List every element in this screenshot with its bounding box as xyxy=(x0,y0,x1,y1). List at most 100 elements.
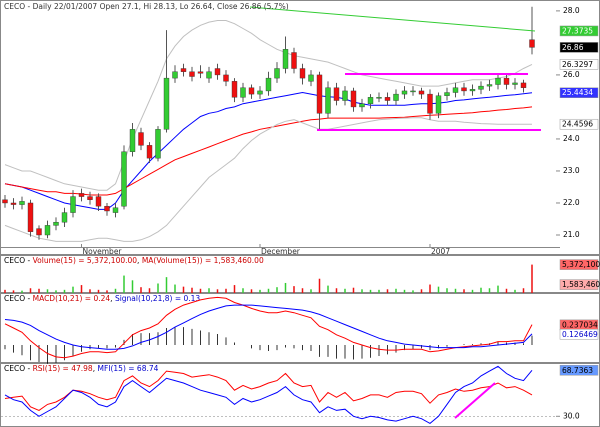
price-label-box xyxy=(559,59,599,70)
volume-bar xyxy=(182,286,185,293)
volume-bar xyxy=(63,289,66,293)
candle-body xyxy=(70,196,76,213)
volume-bar xyxy=(250,289,253,293)
volume-bar xyxy=(522,288,525,293)
candle-body xyxy=(257,90,263,95)
panel-title: CECO - RSI(15) = 47.98, MFI(15) = 68.74 xyxy=(4,364,159,373)
volume-bar xyxy=(157,283,159,293)
candle-body xyxy=(36,228,42,236)
price-label: 25.4434 xyxy=(562,88,593,97)
candle-body xyxy=(53,221,59,226)
volume-bar xyxy=(531,264,533,293)
candle-body xyxy=(299,68,306,79)
indicator-line xyxy=(4,20,533,191)
y-tick-label: 21.0 xyxy=(563,230,580,239)
candle-body xyxy=(282,49,289,69)
title-part: MFI(15) = 68.74 xyxy=(97,364,158,373)
title-part: Signal(10,21,8) = 0.13 xyxy=(115,294,200,303)
volume-bar xyxy=(284,282,287,293)
volume-bar xyxy=(225,288,227,293)
y-tick-label: 28.0 xyxy=(563,6,580,15)
volume-bar xyxy=(4,289,6,293)
volume-bar xyxy=(199,288,202,293)
y-tick-label: 22.0 xyxy=(563,198,580,207)
volume-bar xyxy=(327,285,329,293)
candle-body xyxy=(461,87,467,92)
candle-body xyxy=(435,95,442,114)
volume-bar xyxy=(293,286,295,293)
volume-bar xyxy=(242,288,244,293)
price-label: 1,583,460 xyxy=(562,280,600,289)
candle-body xyxy=(359,103,365,108)
price-label: 68.7363 xyxy=(562,366,593,375)
price-label: 27.3735 xyxy=(562,26,593,35)
candle-body xyxy=(401,90,408,95)
volume-bar xyxy=(216,289,219,293)
price-label: 5,372,100 xyxy=(562,260,600,269)
volume-bar xyxy=(454,288,457,293)
candle-body xyxy=(376,97,382,99)
volume-bar xyxy=(267,288,270,293)
volume-bar xyxy=(38,288,40,293)
volume-bar xyxy=(446,288,448,293)
candle-body xyxy=(163,77,170,130)
candle-body xyxy=(189,71,195,77)
volume-bar xyxy=(97,289,100,293)
candle-body xyxy=(333,87,340,101)
candle-body xyxy=(214,68,221,76)
price-label-box xyxy=(559,259,599,270)
candle-body xyxy=(469,89,476,92)
y-tick-label: 30.0 xyxy=(563,411,580,420)
volume-bar xyxy=(386,289,389,293)
chart-title: CECO - Daily 22/01/2007 Open 27.1, Hi 28… xyxy=(4,2,289,11)
volume-bar xyxy=(131,280,134,293)
candle-body xyxy=(478,85,484,90)
title-part: Volume(15) = 5,372,100.00 xyxy=(33,256,138,265)
candle-body xyxy=(393,93,399,101)
candle-body xyxy=(325,87,331,114)
candle-body xyxy=(265,77,272,92)
candle-body xyxy=(452,87,459,93)
price-label-box xyxy=(559,329,599,340)
candle-body xyxy=(27,202,34,232)
price-label-box xyxy=(559,279,599,290)
indicator-line xyxy=(4,370,533,411)
title-part: MA(Volume(15)) = 1,583,460.00 xyxy=(142,256,264,265)
candle-body xyxy=(146,145,153,159)
candle-body xyxy=(316,74,323,114)
indicator-line xyxy=(4,91,533,210)
title-part: CECO - xyxy=(4,294,33,303)
indicator-line xyxy=(4,304,533,350)
price-label-box xyxy=(559,365,599,376)
indicator-line xyxy=(4,106,533,196)
candle-body xyxy=(384,97,391,101)
y-tick-label: 23.0 xyxy=(563,166,580,175)
plot-layer: 21.0 22.0 23.0 24.0 26.0 28.0 November December… xyxy=(1,6,600,425)
candle-body xyxy=(308,74,314,82)
candle-body xyxy=(512,82,518,85)
volume-bar xyxy=(140,287,142,293)
volume-bar xyxy=(403,289,406,293)
volume-bar xyxy=(191,287,193,293)
candle-body xyxy=(486,84,493,87)
volume-bar xyxy=(80,285,83,293)
title-part: , xyxy=(110,294,115,303)
volume-bar xyxy=(165,277,168,293)
volume-bar xyxy=(123,275,125,293)
volume-bar xyxy=(361,289,363,293)
title-part: CECO - xyxy=(4,256,33,265)
volume-bar xyxy=(276,287,278,293)
price-label: 0.126469 xyxy=(562,330,598,339)
candle-body xyxy=(87,196,93,200)
volume-bar xyxy=(259,289,261,293)
volume-bar xyxy=(437,286,440,293)
volume-bar xyxy=(463,289,465,293)
candle-body xyxy=(44,225,51,236)
volume-bar xyxy=(412,290,414,293)
panel-title: CECO - Volume(15) = 5,372,100.00, MA(Vol… xyxy=(4,256,264,265)
title-part: CECO - xyxy=(4,364,33,373)
candle-body xyxy=(231,81,238,98)
volume-bar xyxy=(106,290,108,293)
candle-body xyxy=(503,77,510,85)
rsi-trend-line xyxy=(454,382,496,419)
